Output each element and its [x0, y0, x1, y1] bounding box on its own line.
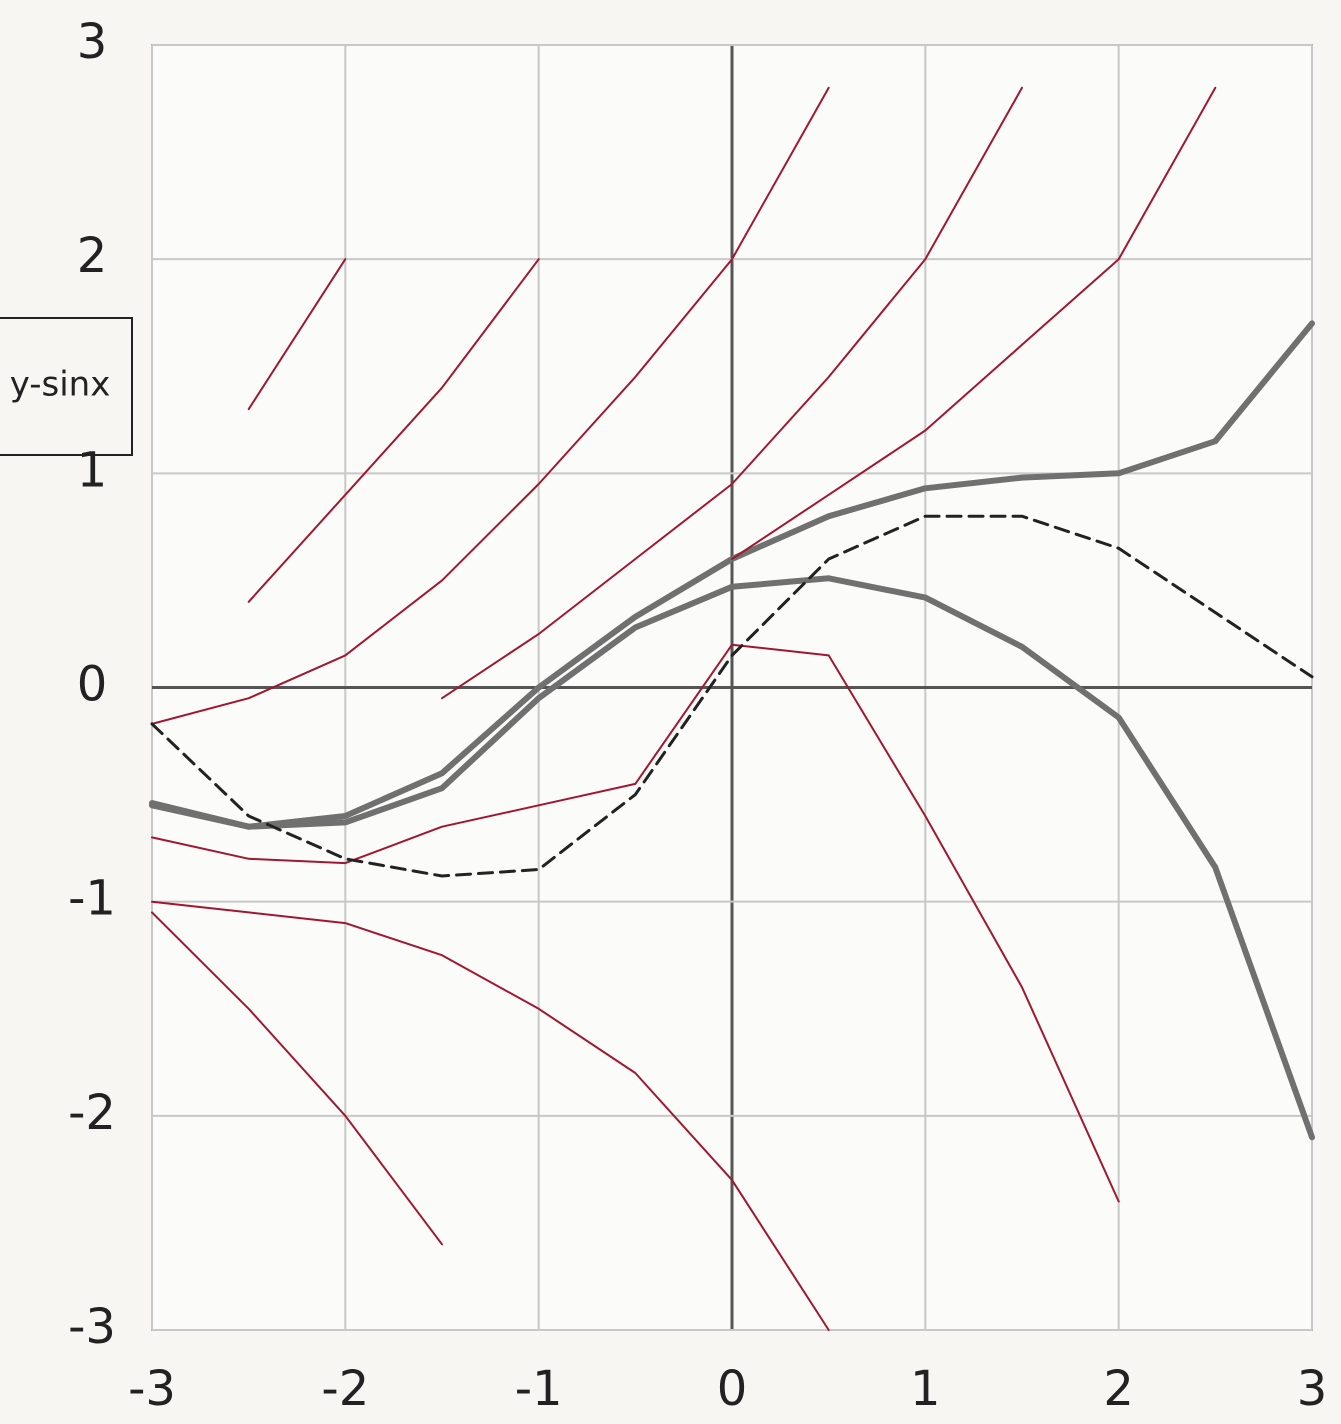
y-tick-label: -3 [68, 1299, 116, 1355]
solution-curve [441, 86, 1023, 700]
x-tick-label: 0 [717, 1361, 748, 1417]
annotation: y-sinx [10, 365, 111, 405]
solution-curve [149, 575, 1315, 1141]
y-tick-label: 3 [77, 14, 108, 70]
y-tick-label: -2 [68, 1085, 116, 1141]
solution-curve [151, 900, 830, 1331]
y-tick-label: 1 [77, 442, 108, 498]
x-tick-label: 1 [910, 1361, 941, 1417]
solution-curve [150, 514, 1314, 878]
x-tick-label: -1 [515, 1361, 563, 1417]
solution-curve [247, 258, 540, 603]
x-tick-label: -3 [128, 1361, 176, 1417]
y-tick-label: -1 [68, 871, 116, 927]
solution-curve [151, 643, 1120, 1203]
solution-curve [731, 86, 1217, 560]
x-tick-label: 3 [1297, 1361, 1328, 1417]
y-tick-label: 2 [77, 228, 108, 284]
solution-curve [151, 911, 443, 1246]
x-tick-label: 2 [1103, 1361, 1134, 1417]
x-tick-label: -2 [321, 1361, 369, 1417]
solution-curve [151, 86, 830, 725]
solution-curve [247, 258, 347, 411]
y-tick-label: 0 [77, 657, 108, 713]
annotation-box [0, 317, 133, 456]
